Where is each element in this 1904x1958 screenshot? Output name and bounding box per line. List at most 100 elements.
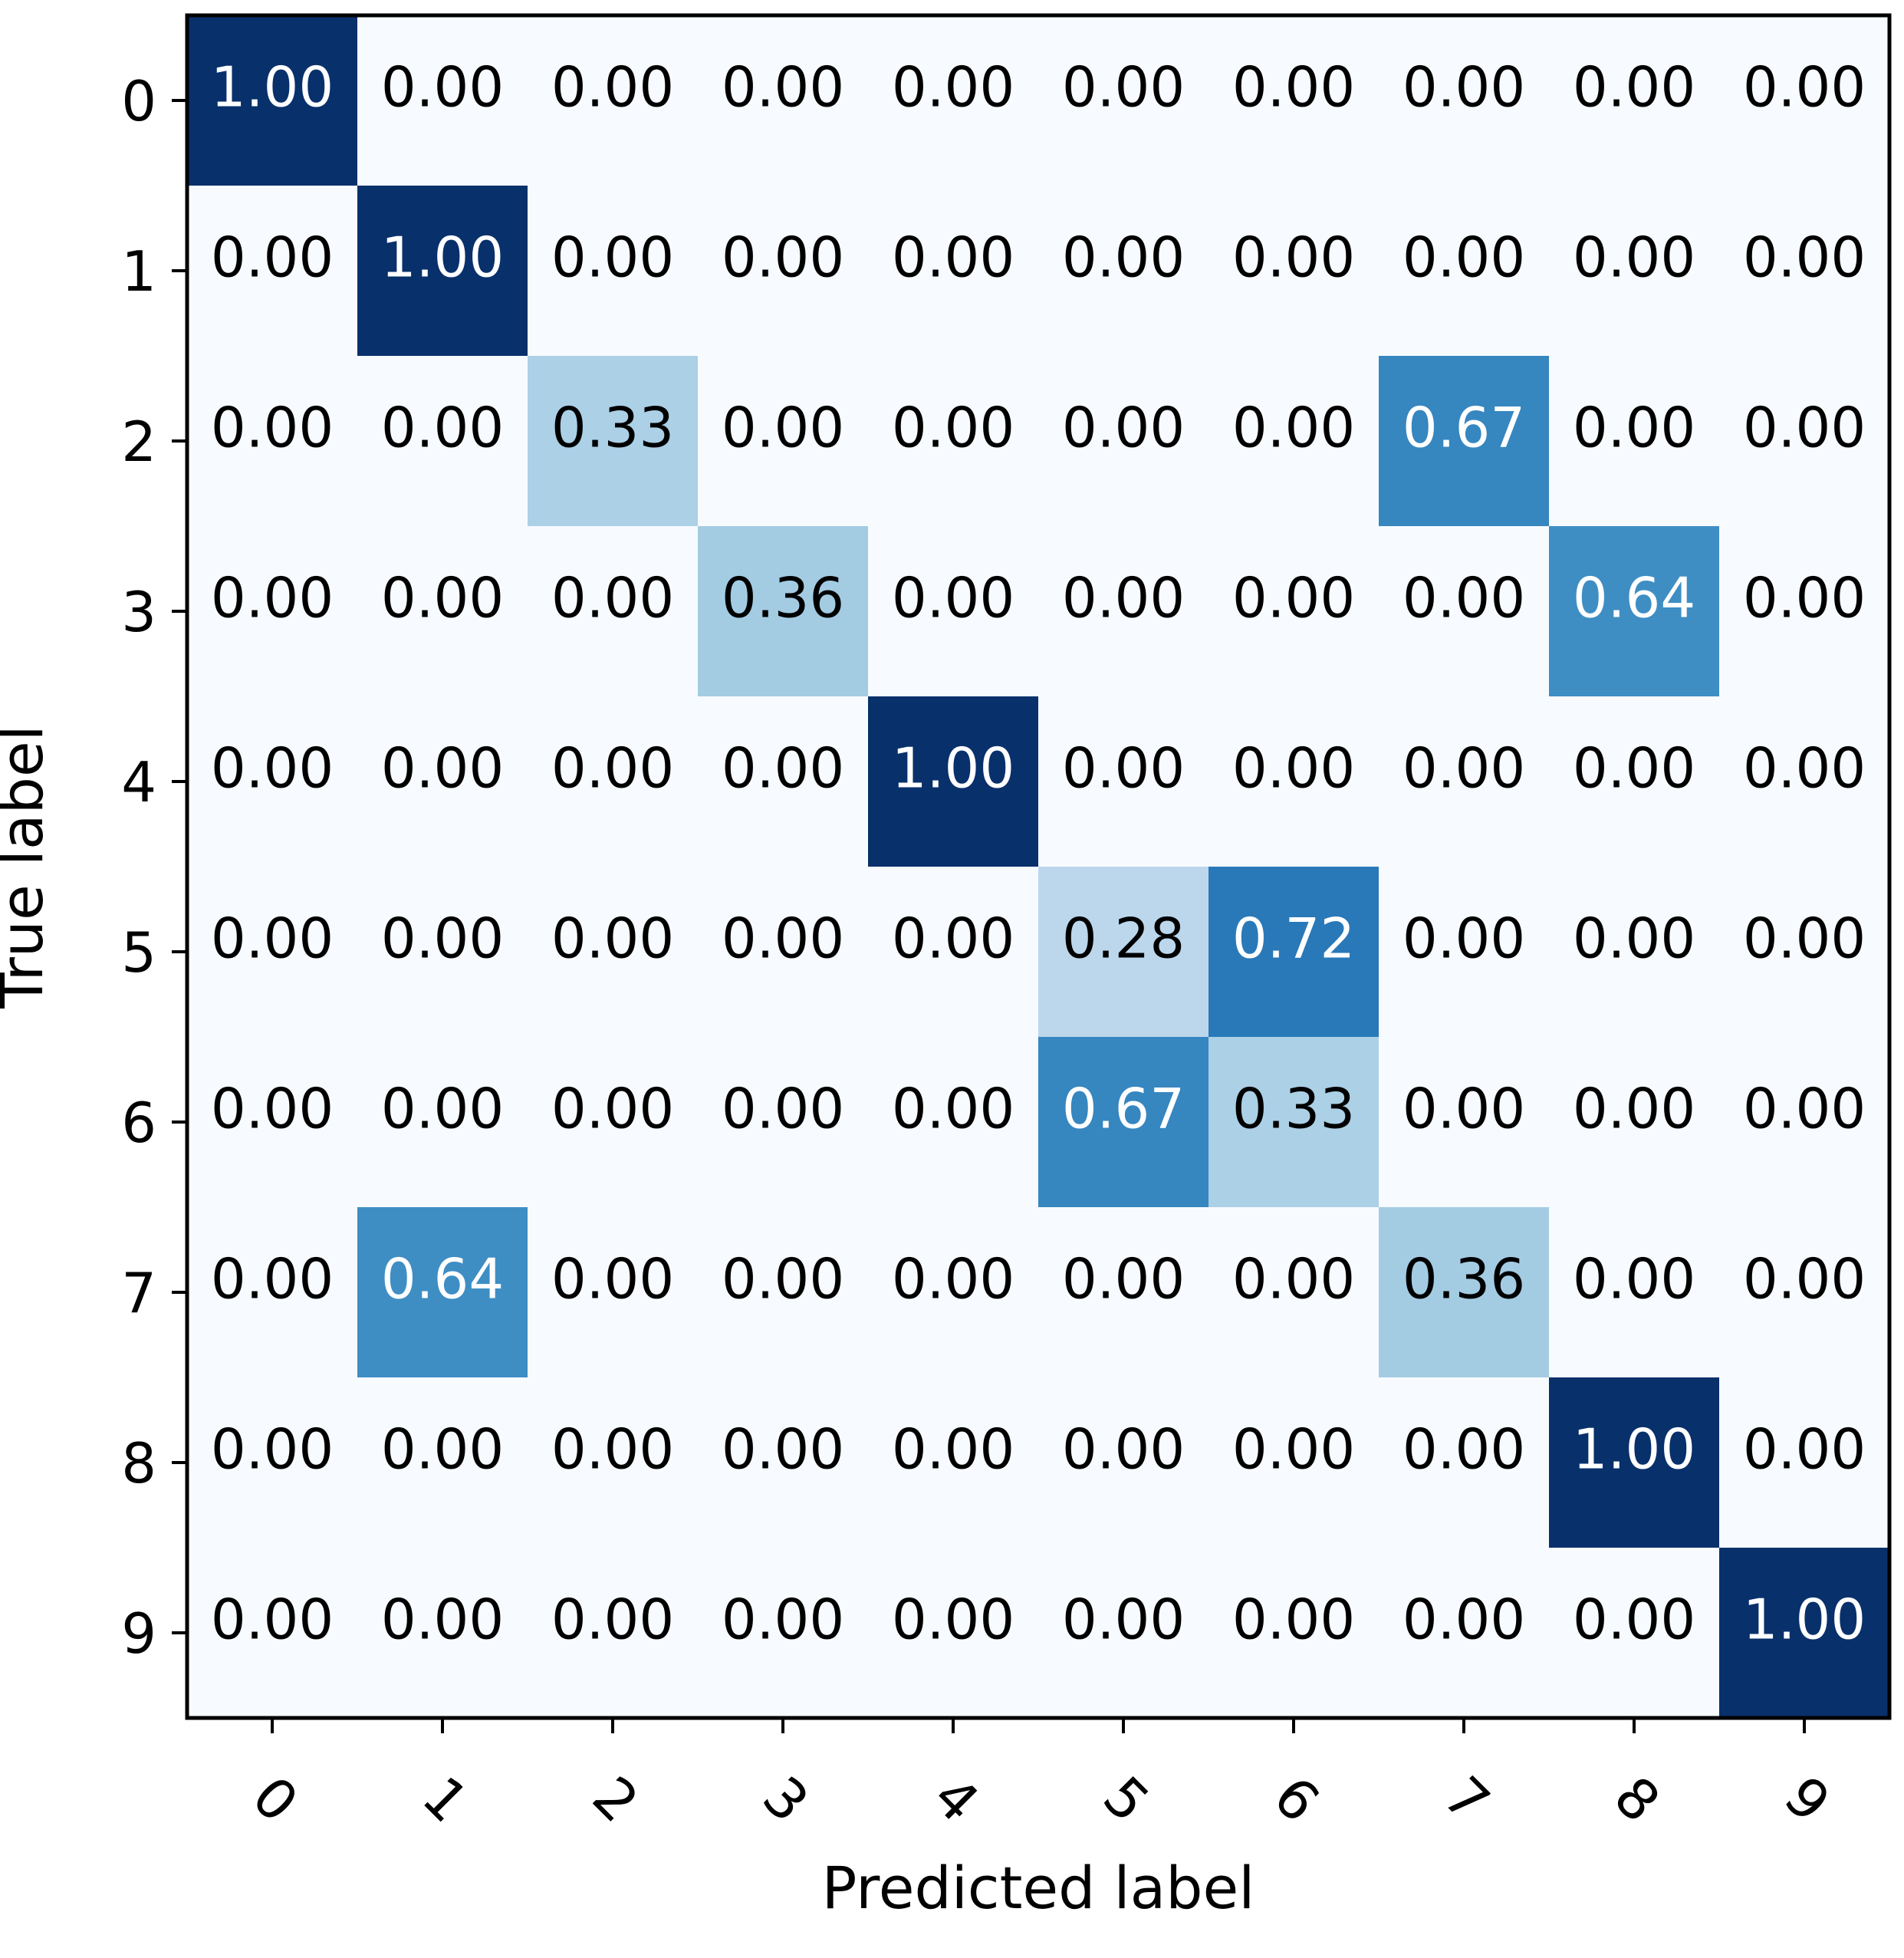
heatmap-cell-label: 0.00 (892, 396, 1014, 460)
heatmap-cell (528, 526, 699, 697)
heatmap-cell (1549, 696, 1720, 867)
heatmap-cell-label: 0.33 (551, 396, 674, 460)
heatmap-cell-label: 0.00 (1232, 396, 1355, 460)
heatmap-cell-label: 0.00 (211, 907, 334, 971)
heatmap-cell-label: 0.00 (1232, 55, 1355, 120)
heatmap-cell (1208, 696, 1379, 867)
heatmap-cell-label: 1.00 (1573, 1417, 1695, 1482)
heatmap-cell-label: 0.72 (1232, 907, 1355, 971)
heatmap-cell (1038, 867, 1209, 1038)
heatmap-cell (528, 696, 699, 867)
heatmap-cell-label: 0.00 (381, 396, 504, 460)
heatmap-cell (1208, 1377, 1379, 1548)
heatmap-cell-label: 0.00 (1062, 1417, 1185, 1482)
y-tick-label: 2 (121, 410, 156, 474)
heatmap-cell (357, 1037, 528, 1208)
heatmap-cell-label: 0.00 (211, 225, 334, 290)
heatmap-cell-label: 0.00 (1062, 396, 1185, 460)
heatmap-cell (357, 867, 528, 1038)
heatmap-cell (1549, 526, 1720, 697)
heatmap-cell-label: 0.00 (722, 1588, 844, 1652)
heatmap-cell-label: 0.00 (211, 1588, 334, 1652)
heatmap-cell (1379, 1377, 1550, 1548)
heatmap-cell (528, 356, 699, 527)
heatmap-cell-label: 0.00 (1743, 907, 1866, 971)
heatmap-cell (1379, 1037, 1550, 1208)
heatmap-cell (187, 356, 358, 527)
x-axis-label: Predicted label (822, 1854, 1255, 1922)
heatmap-cell (528, 186, 699, 357)
heatmap-cell-label: 0.00 (551, 55, 674, 120)
heatmap-cell-label: 0.00 (892, 225, 1014, 290)
heatmap-cell (1379, 526, 1550, 697)
heatmap-cell (1719, 1037, 1890, 1208)
heatmap-cell (868, 526, 1039, 697)
x-tick-label: 1 (410, 1764, 481, 1835)
y-tick-label: 0 (121, 69, 156, 133)
heatmap-cell (868, 867, 1039, 1038)
heatmap-cell (868, 186, 1039, 357)
heatmap-cell-label: 0.00 (551, 566, 674, 630)
y-tick-label: 6 (121, 1091, 156, 1155)
heatmap-cell (698, 526, 869, 697)
heatmap-cell (357, 15, 528, 186)
y-tick-label: 1 (121, 239, 156, 304)
heatmap-cell-label: 0.00 (1232, 736, 1355, 801)
heatmap-cell-label: 0.00 (1573, 396, 1695, 460)
heatmap-cell (1038, 1548, 1209, 1719)
heatmap-cell-label: 0.00 (722, 396, 844, 460)
heatmap-cell (1719, 1207, 1890, 1378)
heatmap-cell (698, 1037, 869, 1208)
heatmap-cell-label: 0.00 (381, 907, 504, 971)
heatmap-cell-label: 0.00 (1573, 1247, 1695, 1311)
y-axis-ticks: 0 1 2 3 4 5 6 7 8 9 (121, 69, 187, 1666)
heatmap-cell (528, 867, 699, 1038)
heatmap-cell-label: 0.00 (1403, 566, 1525, 630)
heatmap-cell (1379, 1207, 1550, 1378)
heatmap-cell (187, 15, 358, 186)
heatmap-cell-label: 0.00 (722, 225, 844, 290)
heatmap-cell (1719, 186, 1890, 357)
heatmap-cell-label: 0.28 (1062, 907, 1185, 971)
heatmap-cell-label: 0.00 (381, 1417, 504, 1482)
heatmap-cell-label: 1.00 (1743, 1588, 1866, 1652)
heatmap-cell-label: 0.00 (1743, 1247, 1866, 1311)
heatmap-cell-label: 0.00 (1232, 1588, 1355, 1652)
heatmap-cell-label: 0.00 (1573, 907, 1695, 971)
heatmap-cell-label: 0.67 (1403, 396, 1525, 460)
heatmap-cell (1038, 1207, 1209, 1378)
heatmap-cell-label: 0.36 (722, 566, 844, 630)
heatmap-cell (1379, 1548, 1550, 1719)
heatmap-cell-label: 0.00 (381, 1588, 504, 1652)
heatmap-cell (1549, 15, 1720, 186)
heatmap-cell-label: 0.00 (1743, 225, 1866, 290)
heatmap-cell-label: 0.00 (1743, 55, 1866, 120)
heatmap-cell-label: 0.00 (1232, 566, 1355, 630)
heatmap-cell-label: 0.00 (1403, 736, 1525, 801)
heatmap-cell-label: 0.00 (1062, 55, 1185, 120)
x-tick-label: 8 (1602, 1764, 1672, 1835)
heatmap-cell-label: 0.00 (1573, 55, 1695, 120)
y-tick-label: 8 (121, 1431, 156, 1496)
heatmap-cell (1719, 696, 1890, 867)
heatmap-cell-label: 0.00 (722, 736, 844, 801)
x-tick-label: 9 (1772, 1764, 1843, 1835)
heatmap-cell (698, 356, 869, 527)
y-tick-label: 9 (121, 1601, 156, 1666)
heatmap-cell (1379, 867, 1550, 1038)
heatmap-cell-label: 0.00 (1573, 1077, 1695, 1141)
heatmap-cell-label: 0.00 (211, 1247, 334, 1311)
heatmap-cell-label: 0.00 (1232, 1247, 1355, 1311)
heatmap-cell (1038, 186, 1209, 357)
heatmap-cell-label: 0.00 (551, 736, 674, 801)
heatmap-cell (1719, 867, 1890, 1038)
heatmap-cell (1549, 1377, 1720, 1548)
heatmap-cell (868, 696, 1039, 867)
heatmap-cell-label: 0.00 (892, 1247, 1014, 1311)
x-tick-label: 0 (240, 1764, 311, 1835)
heatmap-cell-label: 0.00 (1232, 225, 1355, 290)
heatmap-cell (1038, 356, 1209, 527)
heatmap-cell (698, 186, 869, 357)
heatmap-cell (357, 696, 528, 867)
heatmap-cell (357, 1207, 528, 1378)
